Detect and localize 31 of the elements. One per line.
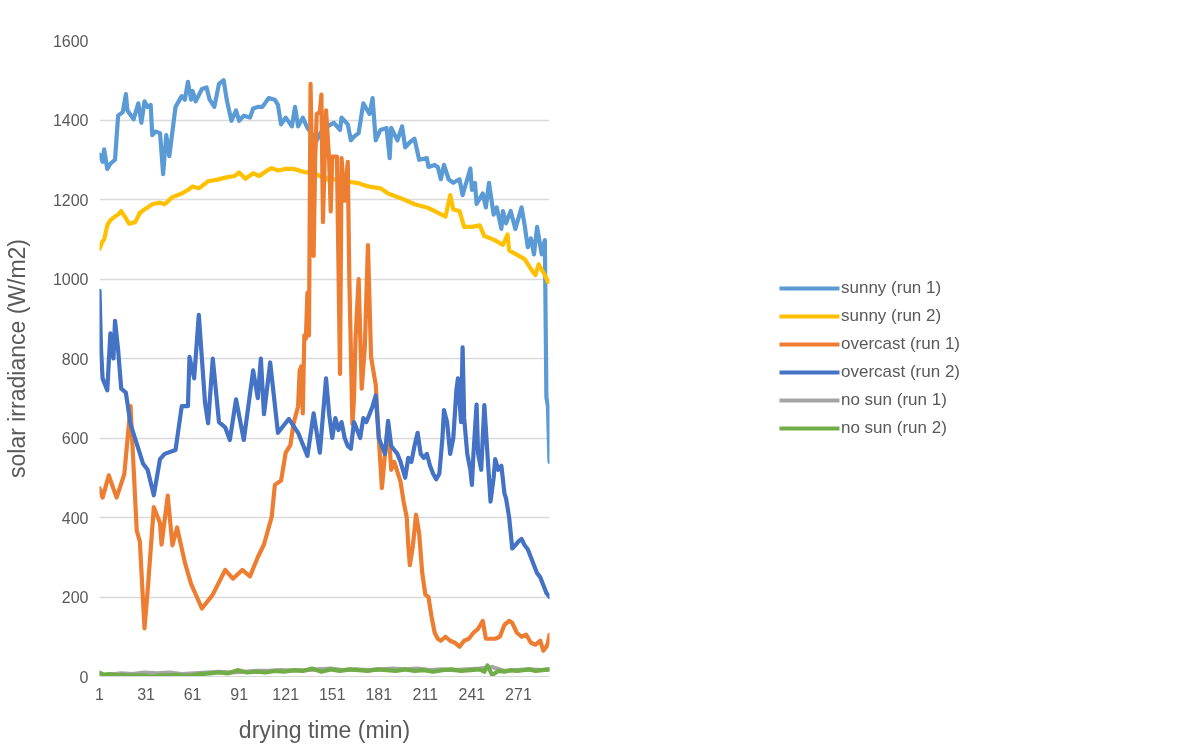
y-tick-label: 1200 [52, 191, 89, 209]
legend-label: no sun (run 1) [840, 390, 947, 410]
line-series [99, 78, 550, 464]
x-tick-label: 121 [272, 685, 300, 703]
x-tick-label: 151 [318, 685, 346, 703]
legend-label: overcast (run 1) [840, 334, 961, 354]
x-tick-label: 91 [230, 685, 249, 703]
line-series [99, 81, 550, 653]
y-tick-label: 0 [79, 668, 89, 686]
y-tick-label: 200 [61, 589, 89, 606]
x-tick-label: 181 [365, 685, 393, 703]
x-tick-label: 241 [458, 685, 486, 703]
line-series [99, 288, 550, 600]
y-tick-label: 600 [61, 430, 89, 447]
legend-label: sunny (run 2) [840, 306, 942, 326]
x-tick-label: 1 [95, 685, 105, 703]
legend-label: overcast (run 2) [840, 362, 961, 382]
y-tick-label: 1000 [52, 271, 89, 288]
y-axis-title: solar irradiance (W/m2) [3, 239, 30, 478]
y-tick-label: 400 [61, 509, 89, 527]
x-tick-label: 61 [183, 685, 202, 703]
line-series [99, 166, 550, 285]
y-tick-label: 1600 [52, 32, 89, 50]
y-tick-label: 800 [61, 350, 89, 368]
legend-label: sunny (run 1) [840, 278, 942, 298]
y-tick-label: 1400 [52, 112, 89, 129]
x-tick-label: 271 [505, 685, 532, 703]
x-axis-title: drying time (min) [238, 716, 411, 743]
legend-label: no sun (run 2) [840, 418, 947, 438]
x-tick-label: 211 [412, 685, 439, 703]
x-tick-label: 31 [137, 685, 156, 703]
